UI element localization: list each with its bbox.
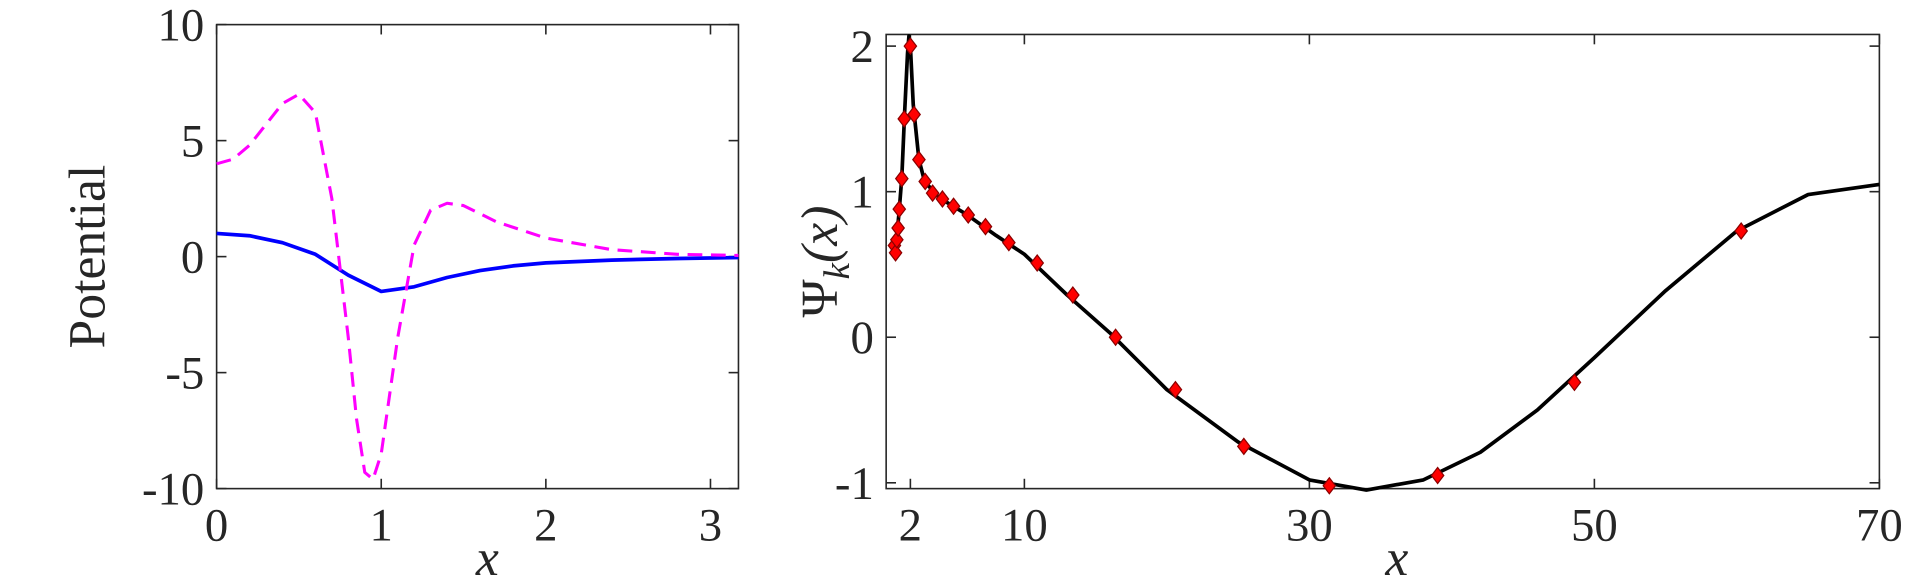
y-tick-label: 0	[850, 312, 873, 364]
marker	[892, 200, 907, 219]
y-tick-label: 1	[850, 167, 873, 219]
x-tick-label: 1	[370, 499, 393, 551]
x-tick-label: 30	[1286, 499, 1333, 551]
plot-area	[215, 23, 740, 490]
marker	[1030, 253, 1045, 273]
marker	[903, 37, 918, 56]
marker	[1430, 466, 1445, 485]
marker	[925, 184, 940, 203]
y-tick-label: 5	[181, 116, 204, 168]
marker	[1168, 380, 1183, 399]
y-axis-label-tail: (x)	[792, 206, 849, 263]
y-tick-label: -1	[835, 458, 874, 510]
plot-area	[885, 33, 1881, 490]
marker	[1322, 476, 1337, 495]
x-tick-label: 50	[1571, 499, 1618, 551]
marker	[961, 205, 976, 224]
marker	[897, 109, 912, 128]
y-axis-label: Ψk(x)	[792, 206, 857, 318]
marker	[1108, 328, 1123, 347]
marker	[1065, 286, 1080, 305]
marker	[918, 172, 933, 191]
marker	[894, 169, 909, 188]
x-tick-label: 0	[205, 499, 228, 551]
line	[216, 231, 739, 294]
x-axis-label: x	[475, 530, 499, 584]
marker	[911, 150, 926, 169]
marker	[1734, 221, 1749, 240]
x-tick-label: 2	[899, 499, 922, 551]
marker	[946, 197, 961, 216]
marker	[1236, 437, 1251, 456]
marker	[1001, 233, 1016, 252]
y-tick-label: -10	[142, 464, 204, 516]
x-axis-label: x	[1384, 530, 1408, 584]
marker	[935, 189, 950, 208]
y-axis-label-main: Ψ	[792, 278, 849, 317]
marker	[888, 243, 903, 262]
y-tick-label: 0	[181, 232, 204, 284]
y-tick-label: 10	[158, 0, 205, 52]
x-tick-label: 2	[534, 499, 557, 551]
marker	[907, 105, 922, 124]
x-tick-label: 70	[1856, 499, 1903, 551]
marker	[889, 230, 904, 249]
marker	[1567, 373, 1582, 392]
marker	[891, 219, 906, 238]
x-tick-label: 10	[1001, 499, 1048, 551]
y-axis-label: Potential	[60, 165, 117, 349]
y-tick-label: -5	[165, 348, 204, 400]
line	[216, 92, 739, 481]
marker	[978, 217, 993, 236]
y-axis-label-main: Potential	[60, 165, 117, 349]
y-tick-label: 2	[850, 21, 873, 73]
y-axis-label-sub: k	[816, 262, 857, 279]
x-tick-label: 3	[699, 499, 722, 551]
